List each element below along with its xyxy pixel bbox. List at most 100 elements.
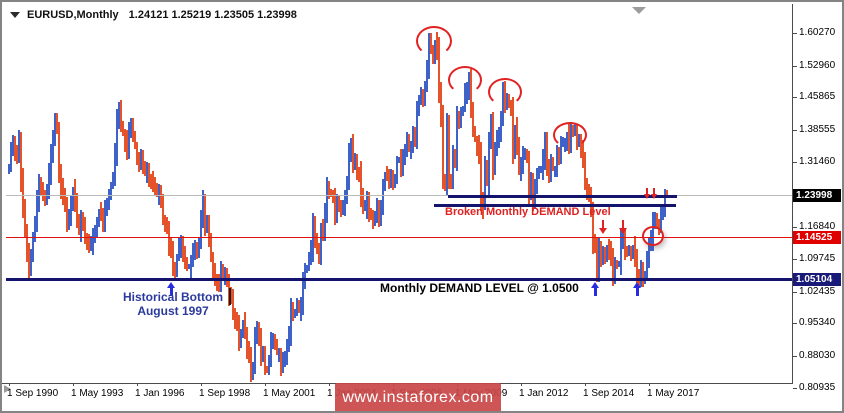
level-line-broken-demand-upper[interactable]	[448, 195, 677, 199]
candle-bar	[636, 248, 638, 284]
time-axis-label: 1 Sep 1990	[7, 388, 59, 399]
candle-bar	[204, 193, 206, 237]
candle-bar	[630, 246, 632, 261]
candle-bar	[616, 259, 618, 269]
candle-bar	[386, 165, 388, 181]
candle-bar	[648, 236, 650, 269]
symbol-dropdown-icon[interactable]	[10, 12, 20, 18]
top-ellipse-annotation	[488, 78, 522, 106]
candle-bar	[374, 210, 376, 227]
candle-bar	[92, 227, 94, 255]
candle-bar	[236, 312, 238, 331]
candle-bar	[584, 151, 586, 191]
candle-bar	[496, 129, 498, 156]
candle-bar	[176, 253, 178, 278]
candle-bar	[84, 217, 86, 244]
price-axis-tick	[793, 258, 797, 260]
candle-bar	[174, 262, 176, 279]
time-axis-tick	[201, 383, 202, 386]
level-line-resistance-red-line[interactable]	[6, 237, 793, 238]
top-ellipse-annotation	[553, 122, 587, 148]
candle-bar	[196, 241, 198, 259]
candle-bar	[146, 162, 148, 184]
candle-bar	[58, 122, 60, 183]
candle-bar	[8, 163, 10, 175]
candle-bar	[126, 130, 128, 160]
candle-bar	[270, 331, 272, 368]
price-axis-label: 1.09745	[799, 252, 836, 264]
level-line-current-price-line[interactable]	[6, 194, 793, 196]
candle-bar	[194, 240, 196, 261]
candle-bar	[182, 235, 184, 262]
candle-bar	[154, 176, 156, 195]
candle-bar	[322, 219, 324, 242]
candle-bar	[232, 288, 234, 320]
candle-bar	[62, 177, 64, 206]
candle-bar	[660, 206, 662, 234]
candle-bar	[140, 149, 142, 171]
candle-bar	[244, 311, 246, 340]
candle-bar	[402, 148, 404, 176]
candle-bar	[640, 259, 642, 288]
candle-bar	[190, 254, 192, 278]
candle-bar	[368, 191, 370, 222]
candle-bar	[36, 190, 38, 232]
time-axis-label: 1 May 2001	[263, 388, 316, 399]
candle-bar	[284, 350, 286, 368]
candle-bar	[380, 200, 382, 226]
candle-bar	[608, 238, 610, 260]
candle-bar	[328, 180, 330, 199]
candle-bar	[22, 168, 24, 218]
candle-bar	[308, 251, 310, 272]
candle-bar	[532, 173, 534, 212]
candle-bar	[364, 200, 366, 212]
candle-bar	[130, 117, 132, 139]
price-axis-label: 0.95340	[799, 317, 836, 329]
chart-shift-marker-icon[interactable]	[632, 7, 646, 14]
candle-bar	[264, 346, 266, 376]
candle-bar	[642, 261, 644, 287]
down-arrow-icon	[651, 188, 658, 199]
time-axis-tick	[585, 383, 586, 386]
candle-bar	[26, 223, 28, 263]
candle-bar	[56, 113, 58, 134]
candle-bar	[518, 137, 520, 176]
candle-bar	[124, 128, 126, 153]
candle-bar	[122, 121, 124, 136]
candle-bar	[450, 174, 452, 189]
retest-circle-annotation	[642, 226, 664, 246]
candle-bar	[314, 215, 316, 248]
candle-bar	[278, 347, 280, 362]
candle-bar	[372, 210, 374, 229]
candle-bar	[356, 154, 358, 181]
candle-bar	[656, 213, 658, 229]
candle-bar	[488, 132, 490, 197]
candle-bar	[388, 169, 390, 190]
candle-bar	[586, 177, 588, 200]
candle-bar	[222, 264, 224, 278]
candle-bar	[338, 195, 340, 213]
scroll-corner-icon[interactable]	[4, 385, 11, 393]
price-axis-label: 1.31460	[799, 155, 836, 167]
candle-bar	[628, 244, 630, 256]
candle-bar	[184, 246, 186, 270]
candle-bar	[228, 274, 230, 306]
candle-bar	[52, 129, 54, 163]
candle-bar	[296, 298, 298, 316]
price-tag: 1.14525	[793, 231, 841, 244]
level-line-monthly-demand-level[interactable]	[6, 278, 793, 282]
candle-bar	[178, 237, 180, 261]
level-line-broken-demand-lower[interactable]	[434, 203, 676, 207]
candle-bar	[106, 197, 108, 216]
time-axis-label: 1 Jan 2012	[519, 388, 569, 399]
candle-bar	[444, 174, 446, 192]
candle-bar	[132, 118, 134, 142]
time-axis-tick	[137, 383, 138, 386]
candle-bar	[120, 100, 122, 133]
candle-bar	[272, 333, 274, 349]
price-axis-tick	[793, 323, 797, 325]
candle-bar	[454, 148, 456, 168]
candle-bar	[552, 156, 554, 171]
candle-bar	[384, 172, 386, 191]
